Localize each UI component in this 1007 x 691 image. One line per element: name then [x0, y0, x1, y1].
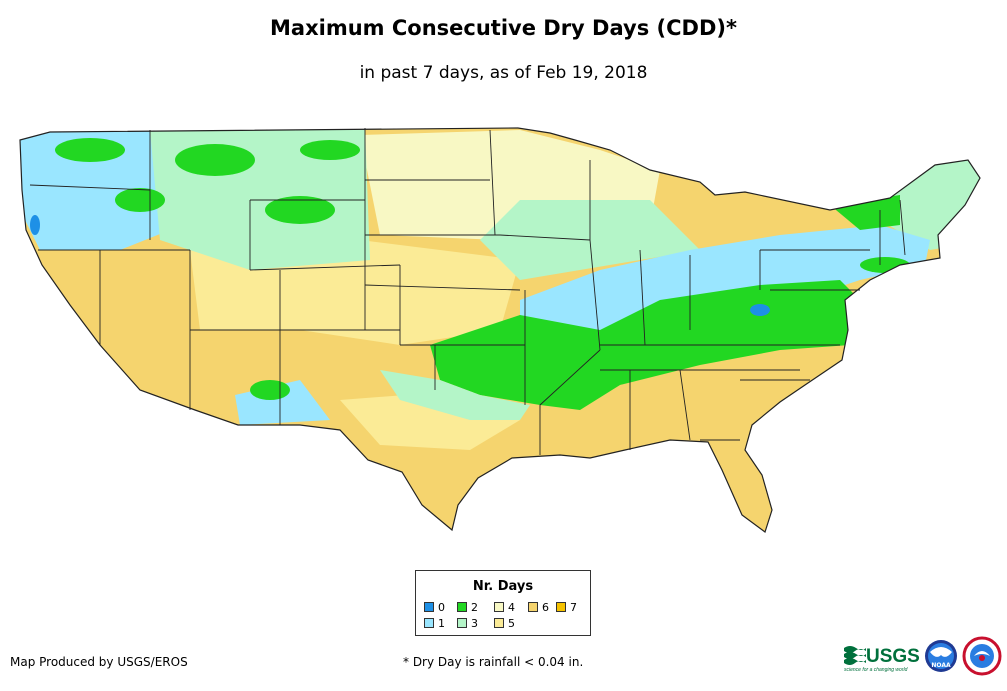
legend-swatch-7 [556, 602, 566, 612]
legend-label-7: 7 [570, 601, 577, 614]
legend-label-0: 0 [438, 601, 445, 614]
dry-day-footnote: * Dry Day is rainfall < 0.04 in. [403, 655, 584, 669]
legend-label-6: 6 [542, 601, 549, 614]
legend-item-7: 7 [556, 602, 577, 613]
legend-label-3: 3 [471, 617, 478, 630]
cdd-region-1-northwest [20, 128, 170, 250]
legend-label-2: 2 [471, 601, 478, 614]
cdd-map [19, 127, 981, 533]
usgs-wave-icon [844, 646, 866, 665]
cdd-region-1-east [520, 225, 930, 345]
legend-swatch-0 [424, 602, 434, 612]
cdd-green-patches [55, 138, 910, 400]
legend-swatch-1 [424, 618, 434, 628]
legend-label-5: 5 [508, 617, 515, 630]
legend-item-4: 4 [494, 602, 515, 613]
legend-item-2: 2 [457, 602, 478, 613]
nws-logo [962, 636, 1002, 676]
map-title: Maximum Consecutive Dry Days (CDD)* [270, 16, 737, 40]
usgs-logo: USGS science for a changing world [844, 646, 920, 673]
legend-item-3: 3 [457, 618, 478, 629]
legend: Nr. Days 0 1 2 3 4 5 6 7 [415, 570, 591, 636]
state-boundaries [19, 127, 981, 533]
legend-item-1: 1 [424, 618, 445, 629]
noaa-wordmark: NOAA [931, 662, 951, 669]
legend-item-6: 6 [528, 602, 549, 613]
cdd-region-3-south [380, 370, 530, 420]
legend-label-1: 1 [438, 617, 445, 630]
noaa-logo: NOAA [925, 640, 957, 672]
legend-item-5: 5 [494, 618, 515, 629]
legend-label-4: 4 [508, 601, 515, 614]
legend-swatch-3 [457, 618, 467, 628]
cdd-region-6-california [20, 250, 200, 410]
cdd-zero-day-spots [30, 215, 770, 316]
usgs-tagline: science for a changing world [844, 667, 908, 673]
map-subtitle: in past 7 days, as of Feb 19, 2018 [359, 63, 648, 83]
legend-item-0: 0 [424, 602, 445, 613]
legend-swatch-6 [528, 602, 538, 612]
usgs-wordmark: USGS [866, 646, 920, 667]
legend-swatch-5 [494, 618, 504, 628]
legend-swatch-2 [457, 602, 467, 612]
legend-title: Nr. Days [472, 579, 534, 594]
map-credit: Map Produced by USGS/EROS [10, 655, 188, 669]
legend-swatch-4 [494, 602, 504, 612]
